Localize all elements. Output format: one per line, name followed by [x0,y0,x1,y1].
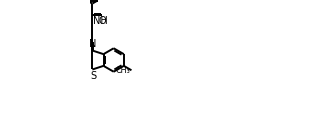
Text: N: N [89,39,97,49]
Text: CH₃: CH₃ [116,66,130,75]
Text: S: S [90,71,96,81]
Text: O: O [99,16,106,26]
Text: NH: NH [93,16,108,26]
